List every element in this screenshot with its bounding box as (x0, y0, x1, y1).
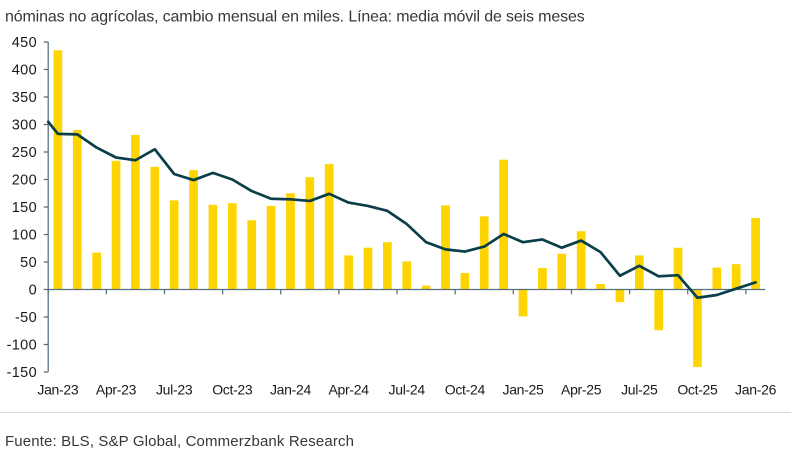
svg-text:300: 300 (12, 117, 37, 133)
svg-text:Apr-25: Apr-25 (561, 381, 602, 397)
svg-text:Jul-24: Jul-24 (389, 381, 426, 397)
svg-text:-50: -50 (15, 310, 37, 326)
svg-text:Jul-23: Jul-23 (156, 381, 193, 397)
svg-text:Apr-24: Apr-24 (328, 381, 369, 397)
svg-text:-100: -100 (7, 337, 37, 353)
svg-text:200: 200 (12, 172, 37, 188)
svg-text:350: 350 (12, 90, 37, 106)
svg-text:Jan-23: Jan-23 (37, 381, 79, 397)
svg-text:Jan-25: Jan-25 (503, 381, 545, 397)
svg-text:Jan-24: Jan-24 (270, 381, 312, 397)
svg-text:50: 50 (20, 255, 37, 271)
svg-text:Oct-25: Oct-25 (677, 381, 718, 397)
svg-text:0: 0 (29, 282, 37, 298)
svg-text:400: 400 (12, 62, 37, 78)
svg-text:Jan-26: Jan-26 (735, 381, 777, 397)
svg-text:Oct-24: Oct-24 (445, 381, 486, 397)
svg-text:Jul-25: Jul-25 (621, 381, 658, 397)
svg-text:100: 100 (12, 227, 37, 243)
svg-text:Apr-23: Apr-23 (96, 381, 137, 397)
svg-text:Oct-23: Oct-23 (212, 381, 253, 397)
svg-text:Fuente: BLS, S&P Global, Comme: Fuente: BLS, S&P Global, Commerzbank Res… (5, 433, 354, 450)
svg-text:450: 450 (12, 35, 37, 51)
svg-text:nóminas no agrícolas, cambio m: nóminas no agrícolas, cambio mensual en … (5, 9, 585, 26)
svg-text:-150: -150 (7, 365, 37, 381)
svg-text:150: 150 (12, 200, 37, 216)
svg-text:250: 250 (12, 145, 37, 161)
